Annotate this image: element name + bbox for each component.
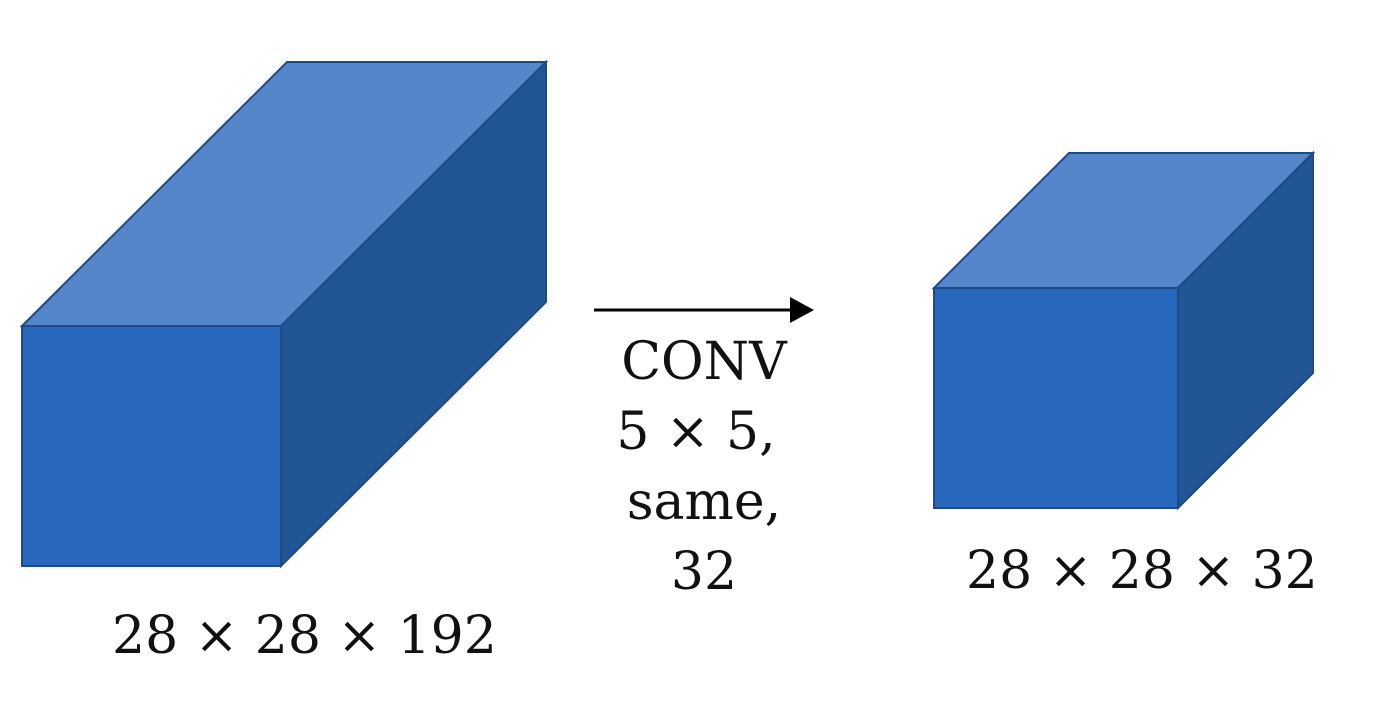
arrow-head	[790, 297, 814, 323]
conv-filter-size: 5 × 5,	[616, 402, 776, 462]
input-volume-front-face	[21, 325, 282, 567]
input-volume-label: 28 × 28 × 192	[112, 606, 497, 666]
output-volume-front-face	[933, 287, 1179, 509]
conv-padding: same,	[626, 472, 782, 532]
output-volume	[931, 150, 1316, 511]
output-volume-label: 28 × 28 × 32	[966, 541, 1318, 601]
conv-arrow	[594, 297, 814, 323]
input-volume	[19, 59, 549, 569]
conv-filter-count: 32	[670, 542, 738, 602]
conv-operation-name: CONV	[621, 332, 787, 392]
